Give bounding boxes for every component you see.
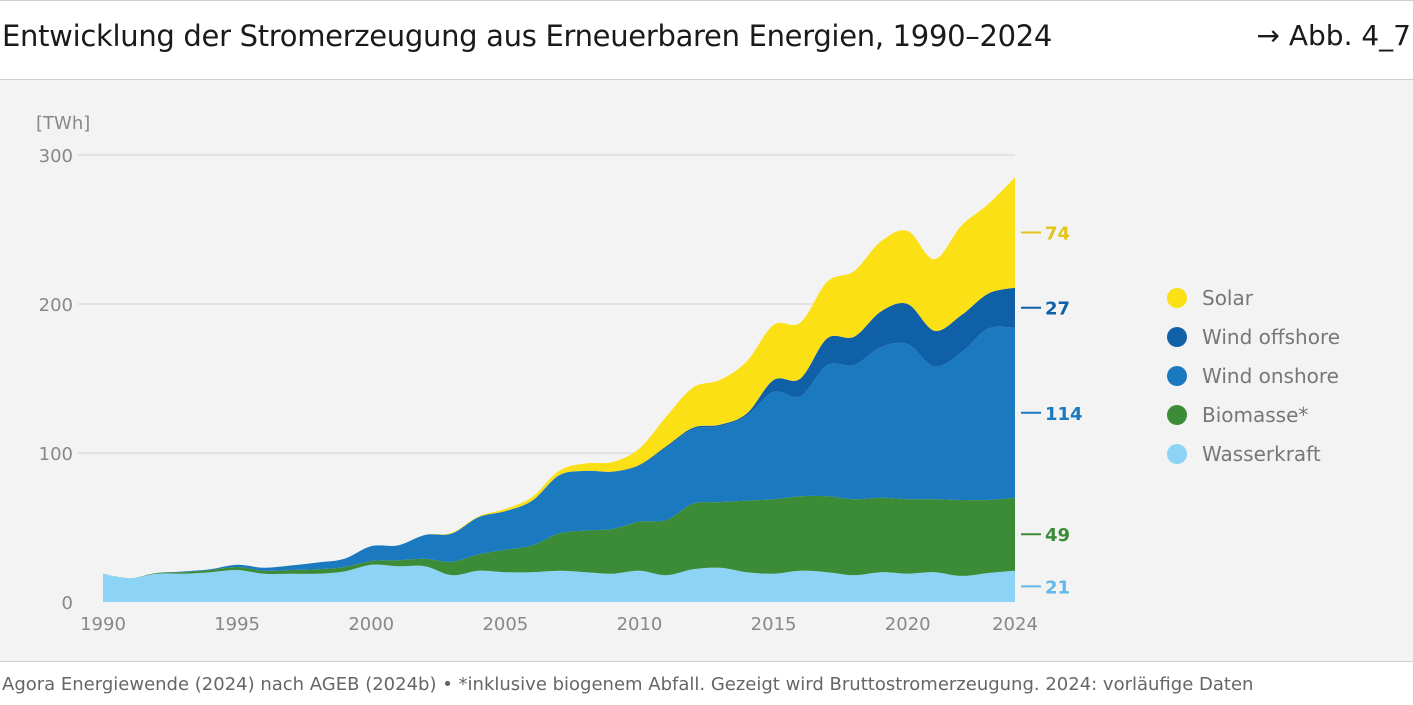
y-tick-label: 300 xyxy=(39,146,73,167)
end-label: 74 xyxy=(1045,223,1070,244)
legend-label: Solar xyxy=(1202,286,1254,310)
end-label: 27 xyxy=(1045,299,1070,320)
legend-label: Wasserkraft xyxy=(1202,442,1321,466)
x-axis: 1990 1995 2000 2005 2010 2015 2020 2024 xyxy=(80,614,1038,635)
legend-label: Wind onshore xyxy=(1202,364,1339,388)
end-labels: 21 49 114 27 74 xyxy=(1021,223,1083,598)
y-tick-label: 200 xyxy=(39,295,73,316)
chart-area: 0 100 200 300 [TWh] 1990 1995 2000 2005 2010 2015… xyxy=(0,80,1413,661)
x-tick-label: 2020 xyxy=(885,614,931,635)
x-tick-label: 1990 xyxy=(80,614,126,635)
legend-swatch xyxy=(1167,366,1187,386)
header: Entwicklung der Stromerzeugung aus Erneu… xyxy=(0,0,1413,80)
legend-label: Wind offshore xyxy=(1202,325,1340,349)
end-label: 49 xyxy=(1045,525,1070,546)
figure-reference: → Abb. 4_7 xyxy=(1256,19,1412,52)
y-unit-label: [TWh] xyxy=(36,113,90,134)
end-label: 21 xyxy=(1045,577,1070,598)
area-biomasse xyxy=(103,495,1015,579)
source-note: Agora Energiewende (2024) nach AGEB (202… xyxy=(2,674,1254,695)
x-tick-label: 2005 xyxy=(482,614,528,635)
x-tick-label: 2010 xyxy=(617,614,663,635)
chart-title: Entwicklung der Stromerzeugung aus Erneu… xyxy=(2,19,1053,53)
x-tick-label: 2024 xyxy=(992,614,1038,635)
area-wasserkraft xyxy=(103,564,1015,602)
legend: Solar Wind offshore Wind onshore Biomasse* W… xyxy=(1167,286,1340,466)
stacked-areas xyxy=(103,177,1015,602)
y-tick-label: 0 xyxy=(62,593,73,614)
legend-swatch xyxy=(1167,444,1187,464)
x-tick-label: 2015 xyxy=(751,614,797,635)
legend-label: Biomasse* xyxy=(1202,403,1308,427)
x-tick-label: 2000 xyxy=(348,614,394,635)
legend-swatch xyxy=(1167,288,1187,308)
y-tick-label: 100 xyxy=(39,444,73,465)
legend-swatch xyxy=(1167,327,1187,347)
area-wind-onshore xyxy=(103,326,1015,579)
footer: Agora Energiewende (2024) nach AGEB (202… xyxy=(0,661,1413,705)
legend-swatch xyxy=(1167,405,1187,425)
end-label: 114 xyxy=(1045,404,1083,425)
area-chart: 0 100 200 300 [TWh] 1990 1995 2000 2005 2010 2015… xyxy=(36,113,1340,635)
x-tick-label: 1995 xyxy=(214,614,260,635)
y-axis: 0 100 200 300 [TWh] xyxy=(36,113,90,614)
